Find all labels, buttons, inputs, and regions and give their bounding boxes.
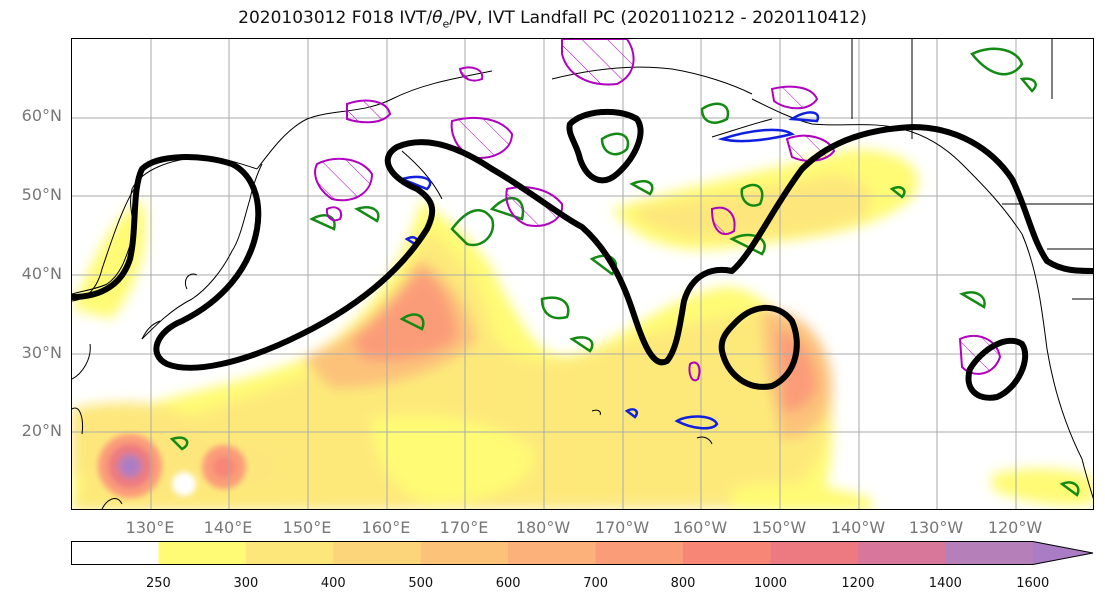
colorbar-segment (595, 541, 684, 565)
colorbar-tick-label: 1200 (841, 576, 875, 591)
colorbar-tick-label: 400 (320, 576, 346, 591)
lon-label-170w: 170°W (594, 518, 650, 537)
colorbar-tick-label: 250 (146, 576, 171, 591)
colorbar-tick-label: 300 (233, 576, 259, 591)
map-canvas (72, 39, 1093, 509)
colorbar-outline (71, 541, 1094, 565)
colorbar-tick-label: 800 (670, 576, 696, 591)
pv-contours-blue (397, 111, 820, 430)
colorbar-segment (333, 541, 422, 565)
lon-label-150w: 150°W (751, 518, 807, 537)
lon-label-170e: 170°E (439, 518, 489, 537)
lon-label-130e: 130°E (125, 518, 175, 537)
colorbar-segment (508, 541, 597, 565)
lat-label-30: 30°N (21, 343, 62, 362)
lat-label-60: 60°N (21, 106, 62, 125)
colorbar-segment (857, 541, 946, 565)
colorbar-extend-max (1032, 541, 1093, 565)
ivt-landfall-pc-contours (72, 108, 1093, 401)
lon-label-180w: 180°W (515, 518, 571, 537)
lat-label-50: 50°N (21, 185, 62, 204)
colorbar-segment (683, 541, 771, 565)
colorbar-segment (71, 541, 159, 565)
lat-label-40: 40°N (21, 264, 62, 283)
lon-label-160w: 160°W (672, 518, 728, 537)
colorbar-tick-label: 600 (495, 576, 521, 591)
colorbar-segment (420, 541, 509, 565)
colorbar-segment (158, 541, 247, 565)
lat-label-20: 20°N (21, 421, 62, 440)
lon-label-140e: 140°E (203, 518, 253, 537)
ivt-colorbar (71, 541, 1094, 565)
lon-label-150e: 150°E (282, 518, 332, 537)
lon-label-130w: 130°W (908, 518, 964, 537)
colorbar-tick-label: 1000 (753, 576, 788, 591)
colorbar-tick-label: 500 (408, 576, 434, 591)
map-title: 2020103012 F018 IVT/θe/PV, IVT Landfall … (238, 8, 867, 31)
ivt-filled-contours (72, 149, 1093, 509)
lon-label-140w: 140°W (830, 518, 886, 537)
colorbar-segment (770, 541, 859, 565)
colorbar-tick-label: 700 (583, 576, 609, 591)
lon-label-160e: 160°E (361, 518, 411, 537)
colorbar-segment (945, 541, 1034, 565)
colorbar-tick-label: 1600 (1016, 576, 1050, 591)
lon-label-120w: 120°W (987, 518, 1043, 537)
colorbar-tick-label: 1400 (928, 576, 962, 591)
colorbar-segment (245, 541, 334, 565)
map-panel[interactable] (71, 38, 1094, 510)
pv-contours-magenta (314, 39, 1002, 382)
